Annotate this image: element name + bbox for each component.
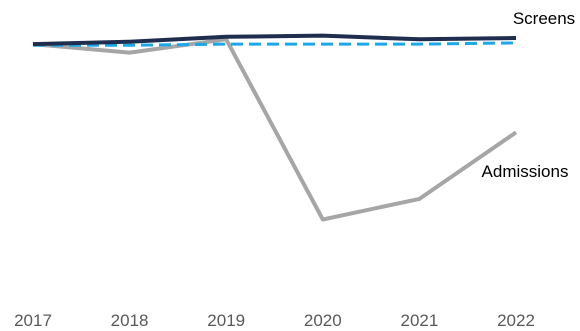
label-layer: Screens Admissions xyxy=(482,9,576,181)
series-label-screens: Screens xyxy=(513,9,575,28)
x-tick-label: 2019 xyxy=(207,311,245,330)
x-tick-label: 2018 xyxy=(111,311,149,330)
series-layer xyxy=(32,33,518,222)
series-label-admissions: Admissions xyxy=(482,162,569,181)
x-axis-ticks: 2017 2018 2019 2020 2021 2022 xyxy=(14,311,535,330)
x-tick-label: 2020 xyxy=(304,311,342,330)
series-line-screens xyxy=(32,33,517,47)
series-line-admissions xyxy=(32,37,518,222)
x-tick-label: 2022 xyxy=(497,311,535,330)
x-tick-label: 2021 xyxy=(400,311,438,330)
x-tick-label: 2017 xyxy=(14,311,52,330)
series-line-dashed-reference xyxy=(33,41,517,47)
